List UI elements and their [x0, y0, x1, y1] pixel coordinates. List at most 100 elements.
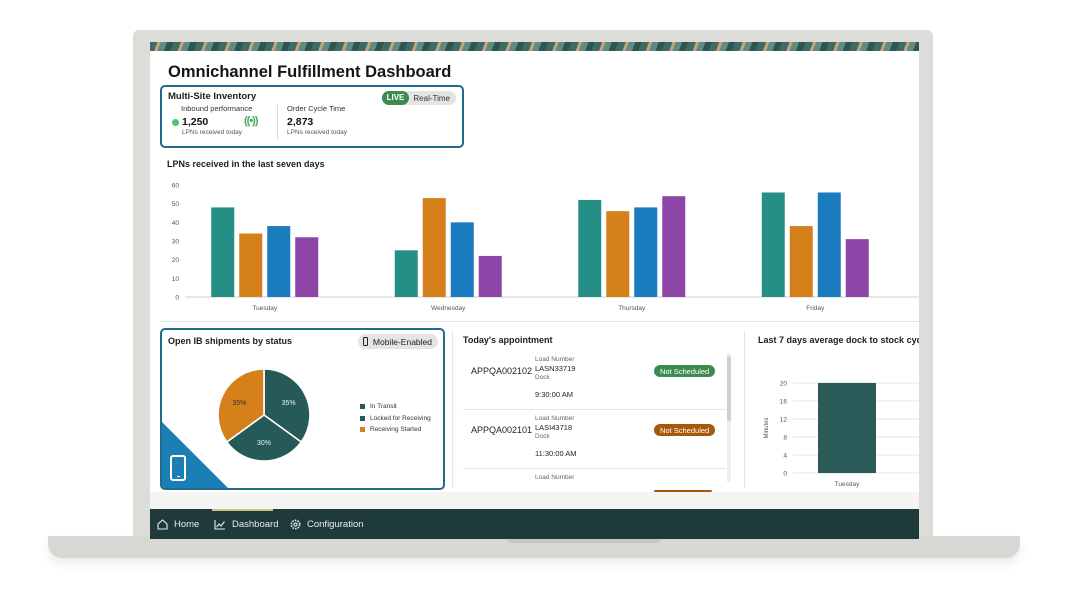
inbound-sub: LPNs received today — [182, 129, 242, 136]
realtime-label: Real-Time — [413, 93, 450, 103]
appointment-row[interactable]: APPQA002101 Load Number LASI43718 Dock 1… — [463, 413, 728, 469]
y-tick-label: 20 — [172, 257, 180, 264]
section-divider — [160, 321, 919, 322]
appointment-time: 9:30:00 AM — [535, 390, 573, 399]
legend-swatch — [360, 427, 365, 433]
nav-dashboard-label: Dashboard — [232, 518, 279, 530]
appointment-id: APPQA002101 — [471, 425, 533, 435]
chart-icon — [214, 519, 225, 530]
y-tick-label: 16 — [780, 399, 788, 406]
bar — [239, 233, 263, 297]
lpn-chart-title: LPNs received in the last seven days — [167, 159, 325, 169]
phone-button — [177, 475, 180, 477]
legend-item: In Transit — [360, 401, 431, 413]
bar — [817, 192, 841, 297]
phone-icon — [362, 337, 368, 346]
pie-slice-label: 35% — [232, 400, 246, 407]
y-tick-label: 40 — [172, 220, 180, 227]
appointment-time: 11:30:00 AM — [535, 449, 577, 458]
legend-item: Locked for Receiving — [360, 413, 431, 425]
multi-site-title: Multi-Site Inventory — [168, 91, 257, 102]
appointment-row[interactable]: APPQA002102 Load Number LASN33719 Dock 9… — [463, 355, 728, 411]
inbound-value: 1,250 — [182, 116, 209, 128]
y-tick-label: 0 — [783, 471, 787, 478]
laptop-base — [48, 536, 1020, 558]
dashboard-page: Omnichannel Fulfillment Dashboard Multi-… — [150, 51, 919, 492]
y-axis-label: Minutes — [764, 417, 770, 438]
appointment-id: APPQA002102 — [471, 366, 533, 376]
x-tick-label: Thursday — [618, 305, 646, 312]
bar — [634, 207, 658, 297]
bar — [267, 226, 291, 297]
broadcast-icon: ((•)) — [244, 115, 258, 127]
bar — [211, 207, 235, 297]
y-tick-label: 8 — [783, 435, 787, 442]
appointment-row[interactable]: Load Number — [463, 471, 728, 492]
scrollbar-thumb[interactable] — [727, 356, 731, 421]
pie-slice — [263, 368, 311, 444]
nav-dashboard[interactable]: Dashboard — [214, 509, 278, 539]
bar — [450, 222, 474, 297]
y-tick-label: 12 — [780, 417, 788, 424]
load-number-label: Load Number — [535, 474, 575, 481]
mobile-enabled-label: Mobile-Enabled — [372, 336, 432, 347]
laptop-notch — [506, 536, 662, 543]
legend-label: Receiving Started — [370, 426, 422, 434]
dock-chart-title: Last 7 days average dock to stock cycle — [758, 335, 919, 345]
order-cycle-value: 2,873 — [287, 116, 314, 128]
bar — [422, 198, 446, 297]
x-tick-label: Wednesday — [431, 305, 466, 312]
y-tick-label: 0 — [175, 295, 179, 302]
pie-slice-label: 35% — [282, 400, 296, 407]
header-banner — [150, 42, 919, 51]
multi-site-inventory-card[interactable]: Multi-Site Inventory LIVE Real-Time Inbo… — [160, 85, 464, 148]
mobile-enabled-badge[interactable]: Mobile-Enabled — [357, 334, 438, 349]
page-title: Omnichannel Fulfillment Dashboard — [168, 63, 452, 81]
bar — [845, 239, 869, 297]
bar — [761, 192, 785, 297]
live-badge: LIVE — [381, 91, 410, 105]
y-tick-label: 10 — [172, 276, 180, 283]
realtime-toggle[interactable]: LIVE Real-Time — [381, 91, 456, 105]
dock-label: Dock — [535, 433, 550, 440]
bar — [789, 226, 813, 297]
dock-label: Dock — [535, 374, 550, 381]
y-tick-label: 20 — [780, 381, 788, 388]
legend-label: In Transit — [370, 403, 397, 411]
bar — [818, 383, 876, 473]
legend-item: Receiving Started — [360, 424, 431, 436]
status-badge: Not Scheduled — [654, 365, 716, 377]
home-icon — [157, 518, 168, 530]
order-cycle-label: Order Cycle Time — [287, 104, 346, 113]
legend-swatch — [360, 415, 365, 421]
load-number: LASI43718 — [535, 423, 573, 432]
x-tick-label: Tuesday — [835, 481, 860, 488]
column-separator — [744, 331, 745, 489]
ib-status-pie-chart: 35% 30% 35% — [217, 368, 311, 462]
y-tick-label: 60 — [172, 183, 180, 190]
inbound-performance-label: Inbound performance — [181, 104, 253, 113]
nav-home-label: Home — [174, 518, 200, 530]
bar — [295, 237, 319, 297]
y-tick-label: 50 — [172, 201, 180, 208]
column-separator — [452, 331, 453, 489]
pie-slice — [225, 414, 303, 462]
bar — [662, 196, 686, 297]
divider — [277, 105, 278, 140]
nav-configuration[interactable]: Configuration — [290, 509, 364, 539]
x-tick-label: Friday — [806, 305, 825, 312]
nav-home[interactable]: Home — [157, 509, 199, 539]
nav-configuration-label: Configuration — [307, 518, 364, 530]
pie-slice-label: 30% — [257, 440, 271, 447]
row-divider — [463, 409, 726, 410]
status-dot — [172, 119, 179, 126]
bar — [478, 255, 502, 297]
x-tick-label: Tuesday — [252, 305, 277, 312]
gear-icon — [290, 519, 301, 529]
bar — [394, 250, 418, 297]
open-ib-shipments-card[interactable]: Open IB shipments by status Mobile-Enabl… — [160, 328, 445, 490]
ib-card-title: Open IB shipments by status — [168, 336, 293, 346]
load-number-label: Load Number — [535, 356, 575, 363]
y-tick-label: 30 — [172, 239, 180, 246]
laptop-screen: Omnichannel Fulfillment Dashboard Multi-… — [150, 42, 919, 539]
